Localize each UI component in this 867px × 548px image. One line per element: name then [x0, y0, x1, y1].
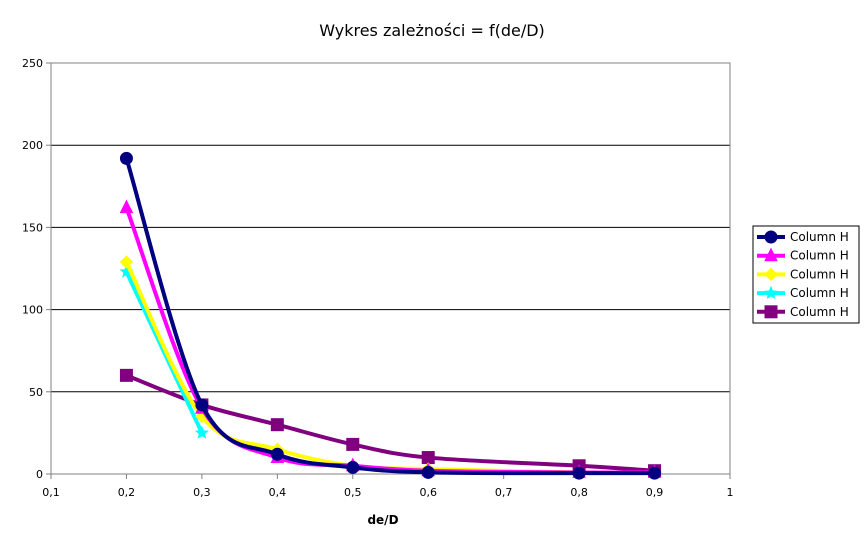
series-line	[124, 269, 204, 435]
y-tick-label: 200	[22, 139, 43, 152]
legend: Column H Column H Column H Column H Column H	[757, 230, 849, 319]
series-line	[124, 259, 657, 475]
x-tick-label: 0,6	[419, 486, 437, 499]
legend-marker	[764, 267, 778, 282]
series-line	[124, 156, 657, 476]
x-tick-label: 0,8	[570, 486, 588, 499]
series-5	[119, 368, 662, 478]
legend-item: Column H	[757, 267, 849, 281]
data-point	[270, 418, 284, 432]
legend-item: Column H	[757, 305, 849, 319]
legend-item: Column H	[757, 285, 849, 300]
legend-item: Column H	[757, 230, 849, 244]
series-3	[119, 255, 662, 480]
data-point	[648, 466, 662, 480]
data-point	[572, 466, 586, 480]
x-tick-label: 0,1	[42, 486, 60, 499]
data-point	[346, 460, 360, 474]
legend-label: Column H	[790, 267, 849, 281]
legend-marker	[764, 230, 778, 244]
data-point	[421, 451, 435, 465]
grid-lines	[51, 144, 730, 393]
x-tick-label: 0,4	[269, 486, 287, 499]
data-point	[119, 199, 134, 214]
x-tick-label: 0,2	[118, 486, 136, 499]
x-tick-label: 0,7	[495, 486, 513, 499]
x-axis-label: de/D	[367, 513, 398, 527]
chart-title: Wykres zależności = f(de/D)	[319, 21, 545, 40]
y-tick-label: 100	[22, 304, 43, 317]
data-point	[195, 398, 209, 412]
y-tick-label: 250	[22, 57, 43, 70]
data-point	[194, 425, 209, 439]
legend-marker	[764, 285, 778, 300]
data-point	[119, 255, 134, 269]
legend-label: Column H	[790, 249, 849, 263]
y-tick-label: 0	[36, 468, 43, 481]
y-tick-label: 50	[29, 386, 43, 399]
x-axis-ticks: 0,1 0,2 0,3 0,4 0,5 0,6 0,7 0,8 0,9 1	[42, 474, 734, 499]
series-layer	[119, 151, 662, 480]
legend-label: Column H	[790, 286, 849, 300]
data-point	[421, 465, 435, 479]
x-tick-label: 0,5	[344, 486, 362, 499]
plot-frame	[50, 62, 731, 475]
data-point	[119, 151, 133, 165]
legend-label: Column H	[790, 305, 849, 319]
data-point	[119, 368, 133, 382]
x-tick-label: 0,3	[193, 486, 211, 499]
legend-marker	[764, 305, 778, 319]
legend-label: Column H	[790, 230, 849, 244]
data-point	[346, 437, 360, 451]
y-axis-ticks: 0 50 100 150 200 250	[22, 57, 51, 481]
legend-item: Column H	[757, 247, 849, 263]
legend-marker	[764, 247, 778, 262]
y-tick-label: 150	[22, 221, 43, 234]
series-1	[119, 151, 662, 480]
data-point	[270, 447, 284, 461]
x-tick-label: 0,9	[646, 486, 664, 499]
x-tick-label: 1	[727, 486, 734, 499]
